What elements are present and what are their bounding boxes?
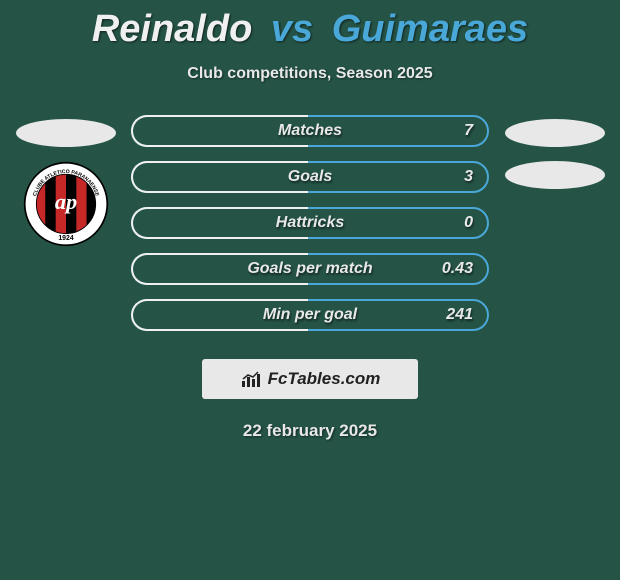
- stat-label: Goals per match: [247, 260, 372, 278]
- player2-team-ellipse-placeholder: [505, 161, 605, 189]
- stat-pill: Matches 7: [131, 115, 489, 147]
- stat-pill: Goals per match 0.43: [131, 253, 489, 285]
- badge-center-text: ap: [54, 189, 76, 214]
- chart-icon: [240, 369, 264, 389]
- player1-name: Reinaldo: [92, 8, 252, 50]
- left-side-column: ap CLUBE ATLETICO PARANAENSE 1924: [8, 115, 123, 247]
- page-title: Reinaldo vs Guimaraes: [0, 0, 620, 51]
- stat-label: Matches: [278, 122, 342, 140]
- subtitle: Club competitions, Season 2025: [0, 65, 620, 83]
- badge-year-text: 1924: [58, 235, 73, 242]
- watermark-text: FcTables.com: [268, 369, 381, 389]
- player2-name: Guimaraes: [332, 8, 528, 50]
- stat-pill: Goals 3: [131, 161, 489, 193]
- player2-ellipse-placeholder: [505, 119, 605, 147]
- content-row: ap CLUBE ATLETICO PARANAENSE 1924 Matche…: [0, 115, 620, 331]
- stat-pill: Min per goal 241: [131, 299, 489, 331]
- stat-right-value: 3: [464, 168, 473, 186]
- right-side-column: [497, 115, 612, 189]
- stat-right-value: 241: [446, 306, 473, 324]
- watermark-box: FcTables.com: [202, 359, 418, 399]
- stat-label: Goals: [288, 168, 332, 186]
- date-label: 22 february 2025: [0, 421, 620, 441]
- stat-label: Hattricks: [276, 214, 344, 232]
- stats-column: Matches 7 Goals 3 Hattricks 0 Goals per …: [123, 115, 497, 331]
- stat-label: Min per goal: [263, 306, 357, 324]
- player1-ellipse-placeholder: [16, 119, 116, 147]
- stat-right-value: 0.43: [442, 260, 473, 278]
- stat-right-value: 7: [464, 122, 473, 140]
- vs-label: vs: [271, 8, 313, 50]
- team-badge-icon: ap CLUBE ATLETICO PARANAENSE 1924: [23, 161, 109, 247]
- stat-pill: Hattricks 0: [131, 207, 489, 239]
- stat-right-value: 0: [464, 214, 473, 232]
